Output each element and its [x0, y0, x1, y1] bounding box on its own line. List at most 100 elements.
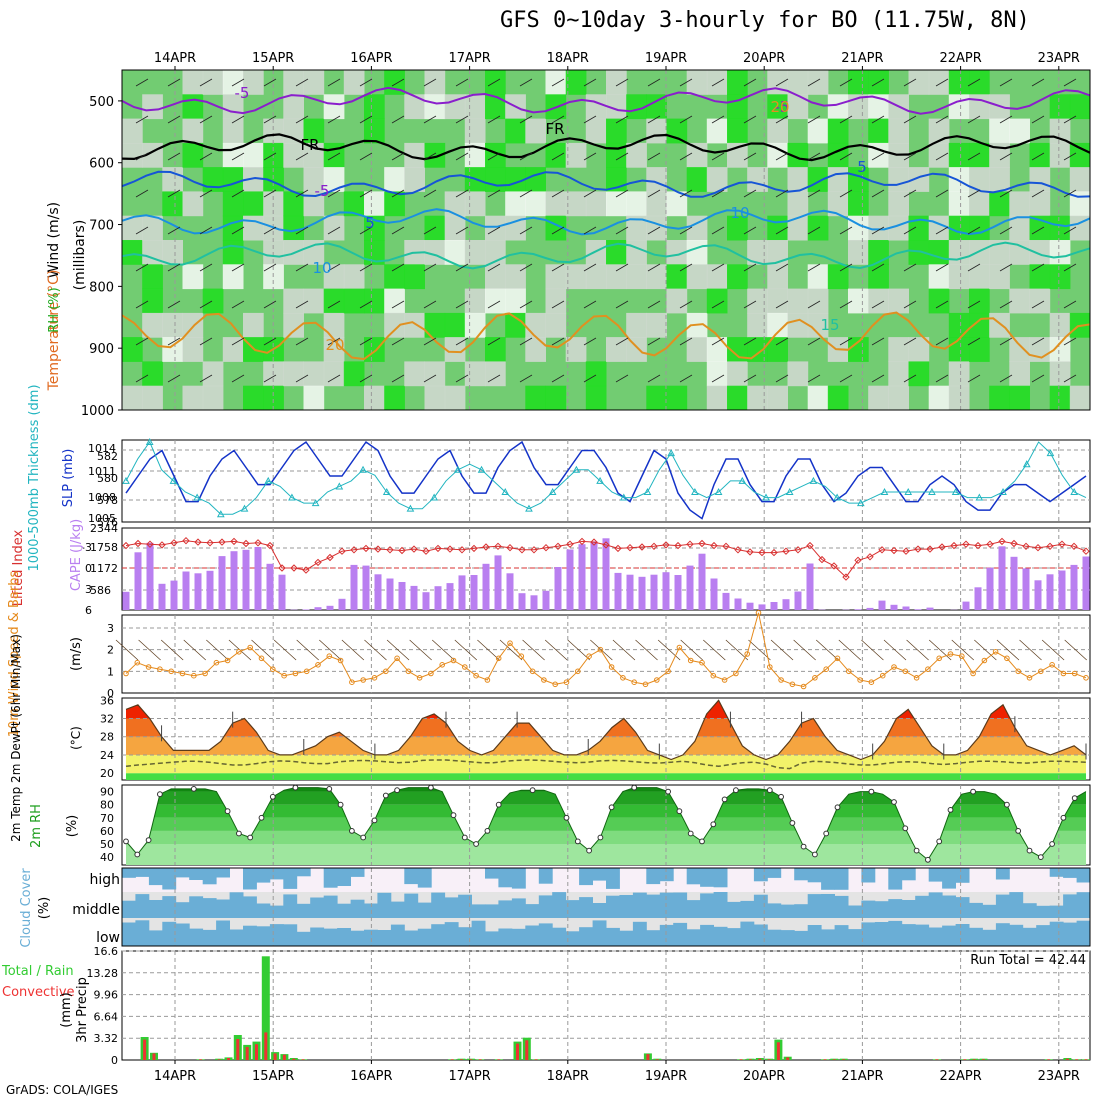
rh-cell	[424, 312, 446, 338]
lifted-index-marker	[986, 540, 994, 548]
axis-unit-precip: (mm)	[59, 992, 74, 1027]
rh-cell	[444, 385, 466, 411]
rh-cell	[646, 94, 667, 120]
rh-cell	[666, 264, 688, 290]
rh2m-marker	[461, 834, 468, 841]
wind-speed-marker	[247, 644, 253, 651]
lifted-index-marker	[842, 573, 850, 581]
cloud-mid-cell	[821, 894, 835, 918]
rh-tick-label: 50	[100, 838, 114, 851]
rh-cell	[585, 94, 607, 120]
cape-bar	[182, 571, 190, 610]
date-label-bottom: 17APR	[448, 1069, 490, 1084]
date-label-top: 17APR	[448, 51, 490, 66]
wind-speed-marker	[145, 664, 152, 670]
temp-band	[126, 773, 1086, 780]
cape-bar	[350, 564, 358, 610]
isotherm-label: 20	[325, 336, 344, 354]
rh-cell	[303, 167, 325, 192]
cloud-mid-cell	[700, 893, 714, 918]
pressure-tick-label: 600	[89, 157, 114, 172]
rh-cell	[787, 70, 809, 95]
cloud-high-cell	[592, 868, 607, 881]
rh-cell	[908, 240, 930, 265]
rh-cell	[727, 215, 748, 241]
rh-tick-label: 40	[100, 851, 114, 864]
rh-cell	[404, 264, 425, 290]
wind-speed-marker	[687, 657, 694, 664]
cloud-mid-cell	[955, 897, 970, 918]
lifted-index-marker	[938, 543, 946, 551]
wind-barb	[903, 152, 917, 161]
wind-barb	[487, 152, 501, 161]
rh-cell	[1009, 361, 1030, 387]
date-label-bottom: 16APR	[350, 1069, 392, 1084]
precip-total-bar	[261, 956, 270, 1060]
cape-bar	[470, 575, 478, 610]
wind-barb	[263, 189, 277, 198]
wind-barb	[359, 152, 373, 161]
wind-barb	[743, 189, 757, 198]
cape-bar	[806, 563, 814, 610]
wind-barb	[455, 189, 469, 198]
rh-cell	[969, 191, 990, 217]
rh2m-marker	[676, 808, 683, 815]
cloud-mid-cell	[579, 897, 593, 918]
wind-barb	[647, 78, 661, 87]
wind-barb	[167, 115, 181, 124]
rh-cell	[464, 312, 486, 338]
thickness-marker	[904, 487, 913, 495]
cloud-low-cell	[928, 927, 943, 946]
rh2m-marker	[157, 791, 163, 798]
rh-cell	[727, 70, 748, 95]
rh-cell	[1069, 191, 1091, 217]
lifted-index-marker	[470, 544, 478, 553]
wind-barb	[231, 337, 245, 346]
thickness-marker	[619, 493, 628, 501]
rh-cell	[364, 288, 385, 314]
rh-cell	[545, 264, 567, 290]
rh-cell	[222, 215, 244, 241]
cloud-low-cell	[350, 930, 365, 946]
rh-cell	[626, 312, 647, 338]
dewpt-line	[125, 759, 1087, 770]
rh-cell	[969, 94, 990, 120]
precip-tick-label: 16.6	[94, 945, 119, 958]
wind-barb	[423, 115, 437, 124]
rh2m-marker	[970, 788, 976, 795]
lifted-index-marker	[518, 546, 526, 554]
wind-barb	[519, 337, 533, 346]
slp-tick-label: 1005	[88, 512, 116, 525]
rh-cell	[122, 118, 143, 144]
rh-cell	[182, 94, 204, 120]
wind-speed-marker	[1015, 668, 1022, 675]
wind-barb-10m	[680, 639, 703, 661]
rh-cell	[969, 240, 990, 265]
thickness-marker	[572, 465, 581, 473]
thickness-marker	[999, 487, 1007, 495]
rh-cell	[505, 264, 526, 290]
rh-cell	[787, 361, 809, 387]
rh-cell	[343, 191, 365, 217]
rh-cell	[888, 361, 909, 387]
wind-barb	[551, 78, 565, 87]
isotherm-15	[121, 241, 1091, 270]
rh-cell	[868, 385, 889, 411]
cloud-low-cell	[995, 923, 1010, 946]
rh-cell	[485, 94, 506, 120]
rh2m-marker	[269, 793, 276, 800]
wind-speed-marker	[236, 649, 242, 655]
rh2m-marker	[360, 834, 367, 841]
wind-barb	[391, 337, 405, 346]
wind-barb	[903, 263, 917, 272]
wind-barb	[359, 226, 373, 235]
wind-barb	[807, 337, 821, 346]
wind-barb	[423, 337, 437, 346]
rh2m-marker	[586, 847, 592, 854]
wind-barb	[615, 263, 629, 272]
wind-barb-10m	[635, 639, 658, 661]
cloud-low-cell	[606, 927, 620, 946]
wind-barb	[135, 263, 149, 272]
rh-cell	[686, 70, 708, 95]
thickness-tick-label: 578	[97, 494, 118, 507]
